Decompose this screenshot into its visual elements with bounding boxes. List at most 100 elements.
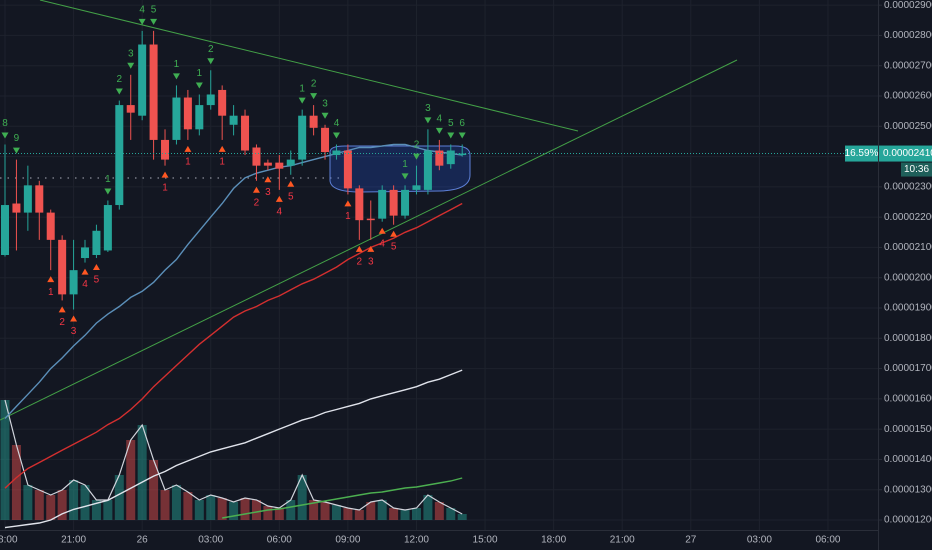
td-buy-label: 2 (59, 317, 65, 328)
candle-body (378, 189, 387, 219)
td-sell-label: 4 (437, 114, 443, 125)
td-sell-arrow (310, 93, 318, 100)
volume-bar (23, 485, 33, 520)
volume-bar (137, 425, 147, 520)
candle-body (138, 44, 147, 116)
td-buy-label: 5 (288, 191, 294, 202)
x-tick-label: 03:00 (198, 535, 223, 546)
td-sell-arrow (115, 88, 123, 95)
candle-body (172, 97, 181, 140)
x-tick-label: 21:00 (61, 535, 86, 546)
td-buy-arrow (58, 306, 66, 313)
y-tick-label: 0.00001500 (884, 424, 932, 435)
volume-bar (297, 475, 307, 520)
candle-body (81, 247, 90, 259)
td-buy-label: 1 (162, 182, 168, 193)
td-buy-arrow (367, 245, 375, 252)
candle-body (275, 162, 284, 169)
y-tick-label: 0.00002100 (884, 242, 932, 253)
moving-average (4, 202, 463, 489)
candle-body (401, 189, 410, 216)
volume-bar (251, 500, 261, 520)
candle-body (321, 127, 330, 153)
td-buy-label: 3 (265, 187, 271, 198)
x-tick-label: 06:00 (267, 535, 292, 546)
y-tick-label: 0.00001900 (884, 303, 932, 314)
td-sell-label: 5 (448, 118, 454, 129)
volume-bar (320, 502, 330, 520)
candle-body (446, 150, 455, 165)
x-tick-label: 03:00 (747, 535, 772, 546)
volume-bar (377, 500, 387, 520)
volume-bar (57, 490, 67, 520)
countdown-box (901, 162, 932, 177)
volume-bar (103, 500, 113, 520)
candle-body (195, 105, 204, 130)
td-buy-arrow (355, 245, 363, 252)
volume-bar (389, 508, 399, 520)
td-buy-arrow (252, 186, 260, 193)
volume-bar (80, 485, 90, 520)
td-sell-label: 2 (311, 79, 317, 90)
trend-line (39, 0, 579, 132)
td-buy-label: 1 (219, 157, 225, 168)
volume-bar (434, 502, 444, 520)
td-sell-label: 5 (151, 5, 157, 16)
td-buy-label: 2 (357, 257, 363, 268)
countdown-label: 10:36 (904, 164, 929, 175)
volume-bar (366, 502, 376, 520)
td-buy-label: 3 (368, 257, 374, 268)
x-tick-label: 06:00 (815, 535, 840, 546)
x-tick-label: 27 (685, 535, 697, 546)
candles (0, 30, 878, 310)
drawings (0, 0, 738, 421)
candle-body (23, 185, 32, 213)
x-tick-label: 21:00 (610, 535, 635, 546)
td-sell-arrow (1, 132, 9, 139)
volume-bar (11, 445, 21, 520)
volume-bar (229, 502, 239, 520)
td-sell-arrow (435, 127, 443, 134)
td-buy-label: 5 (391, 241, 397, 252)
x-tick-label: 18:00 (541, 535, 566, 546)
candle-body (46, 212, 55, 240)
td-sell-label: 6 (459, 118, 465, 129)
volume-bar (0, 400, 10, 520)
candle-body (423, 150, 432, 190)
candle-body (206, 94, 215, 106)
trend-line (0, 59, 738, 421)
td-buy-arrow (92, 264, 100, 271)
volume-ma-line (222, 477, 463, 519)
volume-bar (343, 508, 353, 520)
candle-body (126, 105, 135, 113)
y-tick-label: 0.00001200 (884, 515, 932, 526)
td-sell-arrow (424, 117, 432, 124)
volume-bar (263, 506, 273, 520)
td-sell-arrow (150, 18, 158, 25)
candle-body (252, 147, 261, 166)
moving-average (4, 143, 463, 419)
candle-body (298, 115, 307, 160)
td-buy-label: 1 (345, 211, 351, 222)
candle-body (229, 115, 238, 125)
y-tick-label: 0.00001300 (884, 484, 932, 495)
volume-bar (274, 508, 284, 520)
y-tick-label: 0.00002800 (884, 30, 932, 41)
td-sell-arrow (321, 112, 329, 119)
candle-body (412, 185, 421, 190)
candle-body (161, 139, 170, 160)
volume-bar (160, 490, 170, 520)
change-box (845, 145, 878, 162)
td-buy-arrow (344, 200, 352, 207)
candle-body (343, 150, 352, 189)
td-sell-arrow (458, 132, 466, 139)
td-buy-arrow (264, 176, 272, 183)
y-tick-label: 0.00002600 (884, 91, 932, 102)
td-buy-arrow (275, 195, 283, 202)
volume-bar (46, 495, 56, 520)
td-sell-arrow (401, 173, 409, 180)
volume-line (4, 399, 463, 515)
price-box (879, 145, 932, 162)
td-buy-arrow (287, 180, 295, 187)
